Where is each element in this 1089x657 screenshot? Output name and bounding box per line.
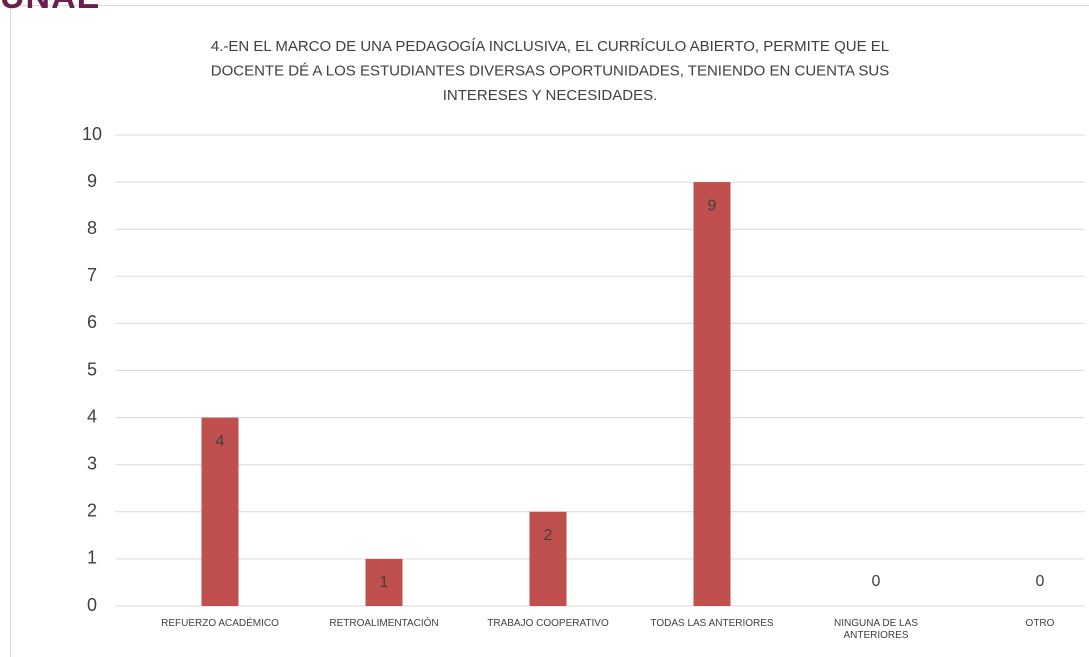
bar (365, 558, 403, 606)
data-label: 1 (380, 574, 389, 591)
x-tick-label: NINGUNA DE LAS ANTERIORES (834, 618, 918, 641)
data-label: 0 (1036, 573, 1045, 590)
x-tick-label: TRABAJO COOPERATIVO (487, 618, 609, 629)
y-tick-label: 10 (82, 124, 102, 144)
chart-title: DOCENTE DÉ A LOS ESTUDIANTES DIVERSAS OP… (211, 62, 889, 79)
bar (693, 182, 731, 606)
data-label: 2 (544, 527, 553, 544)
logo: UNAE (0, 0, 100, 17)
y-tick-label: 7 (87, 265, 97, 285)
x-tick-label: RETROALIMENTACIÓN (329, 618, 439, 629)
y-tick-label: 5 (87, 359, 97, 379)
y-tick-label: 0 (87, 595, 97, 615)
y-tick-label: 8 (87, 218, 97, 238)
data-label: 0 (872, 573, 881, 590)
bar (529, 511, 567, 606)
y-tick-label: 6 (87, 312, 97, 332)
x-tick-label: OTRO (1025, 618, 1055, 629)
y-tick-label: 3 (87, 453, 97, 473)
y-tick-label: 4 (87, 406, 97, 426)
x-tick-label: TODAS LAS ANTERIORES (650, 618, 774, 629)
y-tick-label: 1 (87, 548, 97, 568)
data-label: 4 (216, 433, 225, 450)
chart-title: INTERESES Y NECESIDADES. (443, 87, 658, 104)
bar (201, 417, 239, 606)
x-tick-label: REFUERZO ACADÉMICO (161, 618, 279, 629)
data-label: 9 (708, 197, 717, 214)
chart-title: 4.-EN EL MARCO DE UNA PEDAGOGÍA INCLUSIV… (211, 38, 889, 55)
y-tick-label: 9 (87, 171, 97, 191)
y-tick-label: 2 (87, 501, 97, 521)
